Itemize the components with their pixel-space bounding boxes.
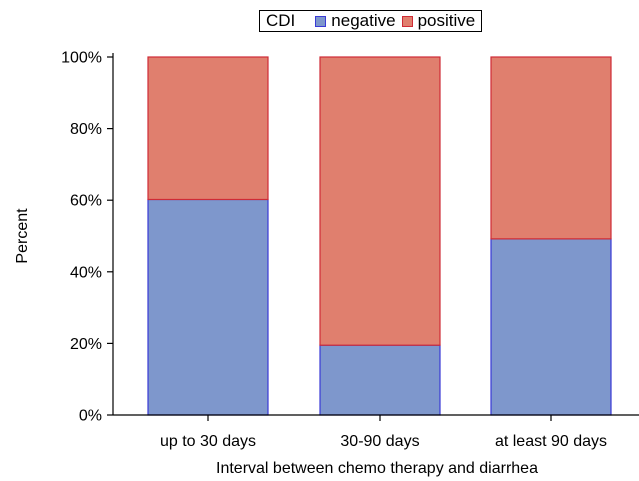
x-tick-label-0: up to 30 days (160, 433, 256, 450)
bar-negative-1 (319, 344, 441, 416)
legend-entry-negative: negative (315, 11, 396, 31)
legend-label-negative: negative (331, 11, 396, 30)
y-tick-label-40: 40% (70, 264, 102, 281)
y-tick-label-20: 20% (70, 336, 102, 353)
legend-swatch-negative (315, 15, 327, 27)
y-tick-label-0: 0% (79, 408, 102, 425)
x-axis-label: Interval between chemo therapy and diarr… (216, 460, 538, 477)
bars-layer (147, 56, 612, 416)
bar-negative-0 (147, 198, 269, 416)
bar-negative-2 (490, 238, 612, 416)
x-tick-label-1: 30-90 days (340, 433, 419, 450)
y-tick-label-60: 60% (70, 193, 102, 210)
legend-swatch-positive (401, 15, 413, 27)
x-tick-label-2: at least 90 days (495, 433, 607, 450)
y-tick-label-100: 100% (61, 50, 102, 67)
y-axis-label: Percent (14, 208, 31, 264)
y-tick-label-80: 80% (70, 121, 102, 138)
bar-positive-2 (490, 56, 612, 240)
legend-label-positive: positive (417, 11, 476, 30)
axes-layer: 0% 20% 40% 60% 80% 100% up to 30 days 30-90 day… (61, 50, 639, 450)
bar-positive-1 (319, 56, 441, 346)
bar-positive-0 (147, 56, 269, 201)
legend: CDI negative positive (259, 10, 483, 32)
legend-title: CDI (266, 11, 296, 30)
legend-entry-positive: positive (401, 11, 476, 31)
